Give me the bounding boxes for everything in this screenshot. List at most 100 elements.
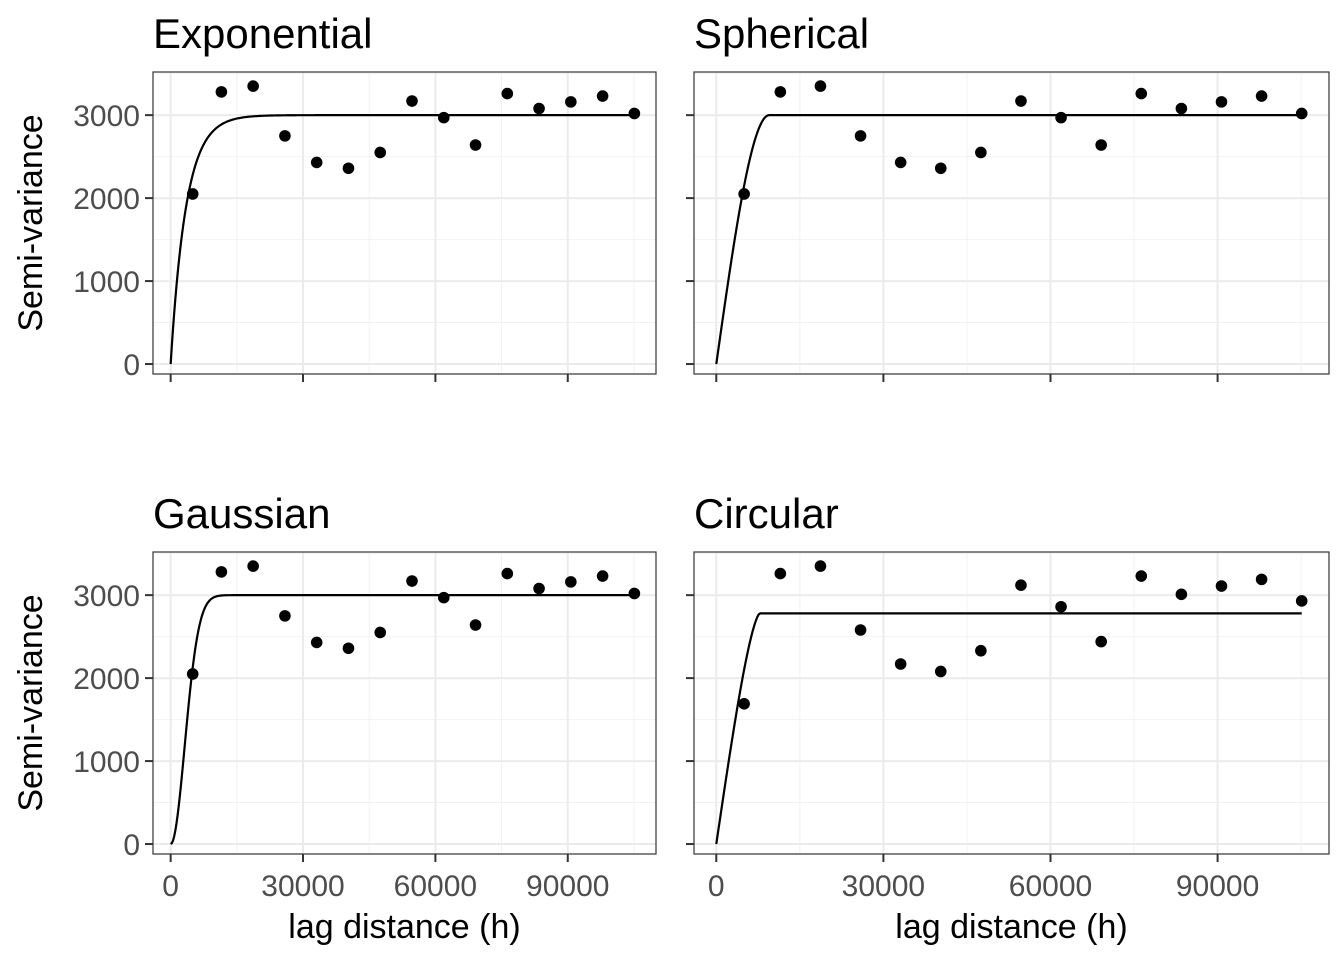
data-point <box>894 156 907 169</box>
panel-title: Circular <box>694 490 839 537</box>
data-point <box>374 626 387 639</box>
panel-background <box>694 72 1329 374</box>
data-point <box>310 156 323 169</box>
data-point <box>1095 139 1107 151</box>
data-point <box>738 188 750 200</box>
panel-border <box>693 551 1330 855</box>
y-tick-label: 2000 <box>73 663 140 696</box>
data-point <box>814 560 827 572</box>
data-point <box>1015 95 1027 107</box>
data-point <box>565 576 577 588</box>
y-tick-label: 1000 <box>73 266 140 299</box>
data-point <box>628 587 641 600</box>
panel-border <box>152 551 657 855</box>
data-point <box>501 567 514 580</box>
data-point <box>1135 570 1148 582</box>
data-point <box>247 560 259 572</box>
data-point <box>186 188 199 200</box>
data-point <box>1135 87 1148 100</box>
data-point <box>1255 90 1268 102</box>
data-point <box>437 111 450 124</box>
fitted-model-line <box>170 594 635 845</box>
panel-gaussian: 0 30000 60000 90000 0 1000 2000 3000 Gaussian lag… <box>12 490 657 946</box>
panel-circular: 0 30000 60000 90000 Circular lag distance (h) <box>686 490 1330 946</box>
y-tick-label: 1000 <box>73 746 140 779</box>
data-point <box>934 665 947 678</box>
data-point <box>279 130 291 142</box>
data-point <box>1215 96 1228 108</box>
data-point <box>215 566 228 578</box>
data-point <box>565 96 577 108</box>
data-point <box>469 139 482 151</box>
data-point <box>854 624 867 636</box>
panel-background <box>153 552 656 854</box>
x-tick-label: 30000 <box>842 870 925 903</box>
data-point <box>774 567 787 580</box>
fitted-model-line <box>169 114 635 365</box>
panel-border <box>152 71 657 375</box>
panel-title: Exponential <box>153 10 373 57</box>
data-point <box>738 698 750 710</box>
data-point <box>279 610 291 622</box>
x-axis-title: lag distance (h) <box>288 908 520 946</box>
data-point <box>1295 107 1308 120</box>
data-point <box>310 636 323 649</box>
x-tick-label: 0 <box>708 870 725 903</box>
data-point <box>533 102 545 115</box>
data-point <box>975 146 987 159</box>
data-point <box>406 95 418 107</box>
data-point <box>1255 573 1268 586</box>
panel-border <box>693 71 1330 375</box>
x-tick-label: 0 <box>162 870 179 903</box>
data-point <box>342 162 355 175</box>
data-point <box>774 86 787 98</box>
data-point <box>1055 111 1067 124</box>
data-point <box>186 668 199 680</box>
x-tick-label: 60000 <box>394 870 477 903</box>
data-point <box>437 591 450 604</box>
x-tick-label: 60000 <box>1009 870 1092 903</box>
data-point <box>1175 588 1188 601</box>
data-point <box>1175 102 1188 115</box>
data-point <box>934 162 947 175</box>
data-point <box>854 130 867 142</box>
panel-spherical: Spherical <box>686 10 1330 382</box>
data-point <box>1215 580 1228 592</box>
data-point <box>1015 579 1027 591</box>
data-point <box>374 146 387 159</box>
panel-background <box>153 72 656 374</box>
data-point <box>1295 595 1308 607</box>
panel-background <box>694 552 1329 854</box>
fitted-model-line <box>715 114 1302 365</box>
data-point <box>628 107 641 120</box>
y-tick-label: 3000 <box>73 580 140 613</box>
fitted-model-line <box>715 612 1302 845</box>
data-point <box>894 658 907 670</box>
data-point <box>814 80 827 92</box>
y-axis-title: Semi-variance <box>12 114 50 331</box>
data-point <box>1095 635 1107 648</box>
data-point <box>342 642 355 655</box>
panel-title: Gaussian <box>153 490 330 537</box>
panel-title: Spherical <box>694 10 869 57</box>
data-point <box>501 87 514 100</box>
x-axis-title: lag distance (h) <box>895 908 1127 946</box>
data-point <box>596 90 609 102</box>
data-point <box>596 570 609 582</box>
data-point <box>533 582 545 595</box>
x-tick-label: 30000 <box>261 870 344 903</box>
y-tick-label: 0 <box>123 349 140 382</box>
data-point <box>406 575 418 587</box>
y-axis-title: Semi-variance <box>12 594 50 811</box>
x-tick-label: 90000 <box>1176 870 1259 903</box>
y-tick-label: 2000 <box>73 183 140 216</box>
data-point <box>469 619 482 631</box>
y-tick-label: 0 <box>123 829 140 862</box>
panel-exponential: 0 1000 2000 3000 Exponential Semi-variance <box>12 10 657 382</box>
data-point <box>247 80 259 92</box>
x-tick-label: 90000 <box>526 870 609 903</box>
data-point <box>215 86 228 98</box>
data-point <box>975 644 987 657</box>
data-point <box>1055 600 1067 613</box>
